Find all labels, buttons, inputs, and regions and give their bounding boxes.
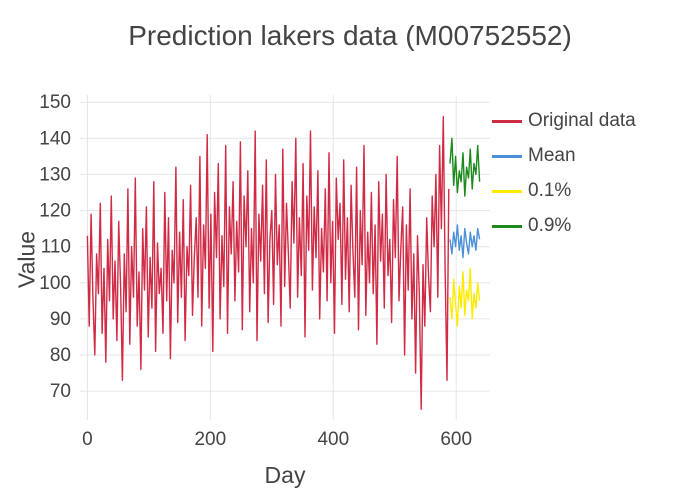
series-line-0-9- xyxy=(449,137,481,197)
x-axis-title: Day xyxy=(264,462,306,488)
legend: Original data Mean 0.1% 0.9% xyxy=(492,110,636,250)
series-line-0-1- xyxy=(449,267,481,327)
y-tick-label: 140 xyxy=(39,128,71,149)
y-tick-label: 110 xyxy=(41,237,71,258)
x-tick-label: 0 xyxy=(82,429,93,450)
series-line-original-data xyxy=(86,115,450,410)
x-tick-label: 400 xyxy=(317,429,349,450)
legend-item-p09[interactable]: 0.9% xyxy=(492,215,636,237)
y-tick-label: 80 xyxy=(50,345,71,366)
y-tick-label: 130 xyxy=(39,164,71,185)
legend-swatch-mean xyxy=(492,154,522,158)
legend-swatch-p01 xyxy=(492,189,522,193)
series-line-mean xyxy=(449,224,481,259)
y-tick-label: 100 xyxy=(39,273,71,294)
legend-swatch-p09 xyxy=(492,224,522,228)
y-tick-label: 90 xyxy=(50,309,71,330)
y-tick-label: 120 xyxy=(39,201,71,222)
legend-item-original-data[interactable]: Original data xyxy=(492,110,636,132)
x-tick-label: 600 xyxy=(440,429,472,450)
legend-item-p01[interactable]: 0.1% xyxy=(492,180,636,202)
legend-label-original-data: Original data xyxy=(528,110,636,131)
chart-title: Prediction lakers data (M00752552) xyxy=(128,20,572,51)
legend-item-mean[interactable]: Mean xyxy=(492,145,636,167)
y-tick-label: 150 xyxy=(39,92,71,113)
y-tick-label: 70 xyxy=(50,381,71,402)
legend-swatch-original-data xyxy=(492,119,522,123)
legend-label-p09: 0.9% xyxy=(528,215,572,236)
y-axis-title: Value xyxy=(13,230,40,289)
legend-label-p01: 0.1% xyxy=(528,180,572,201)
x-tick-label: 200 xyxy=(194,429,226,450)
legend-label-mean: Mean xyxy=(528,145,576,166)
